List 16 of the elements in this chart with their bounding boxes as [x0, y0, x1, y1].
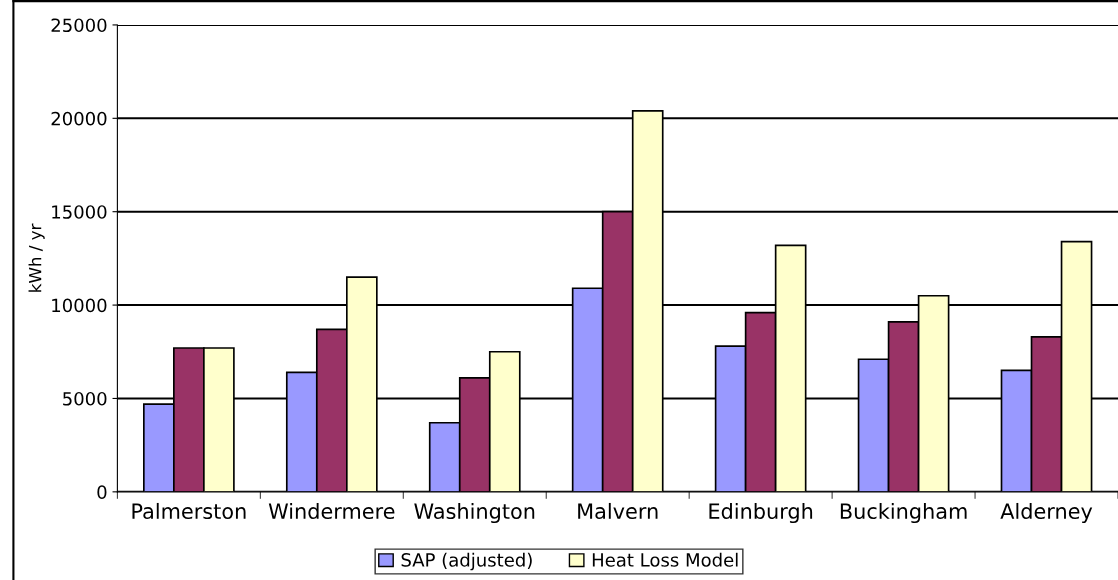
x-tick-label: Malvern: [578, 502, 658, 520]
x-tick-label: Washington: [414, 502, 535, 524]
x-tick-label: Palmerston: [132, 502, 246, 520]
x-tick-label: Buckingham: [840, 502, 967, 524]
legend-label: Heat Loss Model: [592, 552, 738, 567]
y-axis-title: kWh / yr: [28, 223, 45, 292]
y-tick-label: 15000: [52, 205, 107, 219]
x-tick-label: Alderney: [1000, 502, 1093, 524]
legend-label: SAP (adjusted): [401, 552, 532, 571]
y-tick-label: 10000: [52, 298, 107, 313]
y-tick-label: 25000: [51, 18, 107, 33]
y-tick-label: 0: [97, 485, 107, 499]
y-tick-label: 20000: [51, 111, 107, 126]
x-tick-label: Windermere: [268, 502, 395, 520]
y-tick-label: 5000: [63, 391, 107, 406]
x-tick-label: Edinburgh: [709, 502, 813, 524]
